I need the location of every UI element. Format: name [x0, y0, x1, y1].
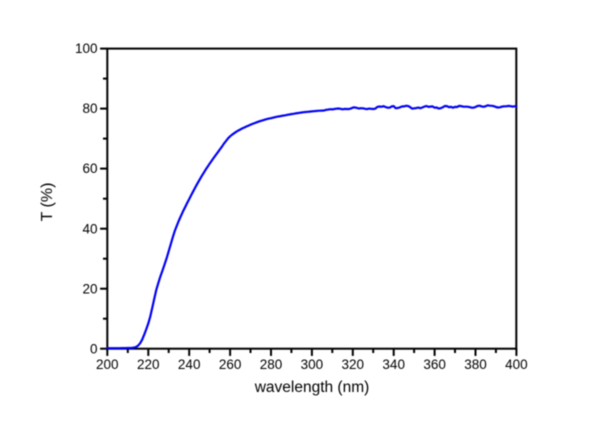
svg-text:380: 380 — [464, 357, 487, 372]
svg-text:200: 200 — [96, 357, 119, 372]
svg-text:60: 60 — [82, 161, 97, 176]
svg-text:280: 280 — [260, 357, 283, 372]
svg-text:260: 260 — [219, 357, 242, 372]
svg-text:320: 320 — [342, 357, 365, 372]
svg-text:0: 0 — [90, 341, 98, 356]
svg-text:300: 300 — [301, 357, 324, 372]
svg-text:20: 20 — [82, 281, 97, 296]
svg-text:340: 340 — [382, 357, 405, 372]
svg-text:360: 360 — [423, 357, 446, 372]
svg-text:wavelength (nm): wavelength (nm) — [254, 379, 370, 396]
svg-text:40: 40 — [82, 221, 97, 236]
svg-text:240: 240 — [178, 357, 201, 372]
svg-text:T (%): T (%) — [39, 183, 56, 222]
svg-text:100: 100 — [75, 41, 98, 56]
svg-text:400: 400 — [505, 357, 528, 372]
svg-text:220: 220 — [137, 357, 160, 372]
svg-text:80: 80 — [82, 101, 97, 116]
